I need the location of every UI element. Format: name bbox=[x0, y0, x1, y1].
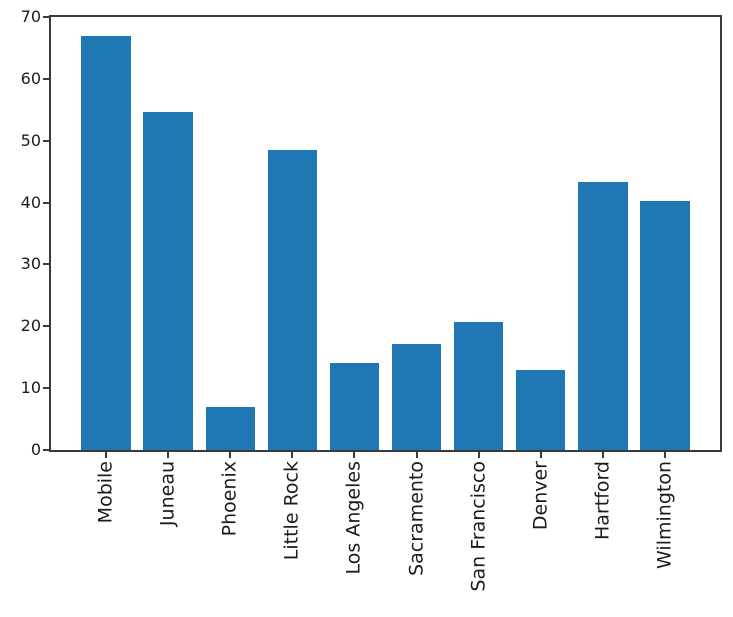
y-tick-label: 60 bbox=[20, 68, 41, 88]
x-tick-label-sacramento: Sacramento bbox=[405, 461, 428, 576]
bar-los-angeles bbox=[329, 363, 380, 450]
y-tick-label: 70 bbox=[20, 7, 41, 26]
y-tick-mark bbox=[43, 325, 49, 328]
bar-phoenix bbox=[205, 406, 256, 450]
x-tick-label-denver: Denver bbox=[529, 461, 552, 531]
bar-mobile bbox=[81, 35, 132, 450]
x-tick-mark bbox=[539, 452, 542, 458]
bar-little-rock bbox=[267, 150, 318, 450]
bar-wilmington bbox=[639, 201, 690, 450]
x-tick-mark bbox=[105, 452, 108, 458]
y-tick-label: 10 bbox=[20, 378, 41, 398]
y-tick-label: 50 bbox=[20, 130, 41, 150]
x-tick-label-phoenix: Phoenix bbox=[218, 461, 241, 537]
x-tick-label-little-rock: Little Rock bbox=[280, 461, 303, 561]
x-tick-mark bbox=[415, 452, 418, 458]
plot-area bbox=[49, 15, 722, 452]
x-tick-mark bbox=[167, 452, 170, 458]
x-tick-mark bbox=[477, 452, 480, 458]
x-tick-label-los-angeles: Los Angeles bbox=[342, 461, 365, 575]
y-tick-mark bbox=[43, 201, 49, 204]
y-tick-mark bbox=[43, 16, 49, 18]
y-tick-label: 20 bbox=[20, 316, 41, 336]
x-tick-label-san-francisco: San Francisco bbox=[467, 461, 490, 592]
y-tick-mark bbox=[43, 77, 49, 80]
x-tick-label-hartford: Hartford bbox=[591, 461, 614, 541]
bar-san-francisco bbox=[453, 321, 504, 450]
bar-hartford bbox=[577, 181, 628, 450]
x-tick-label-mobile: Mobile bbox=[94, 461, 117, 524]
y-tick-mark bbox=[43, 139, 49, 142]
x-tick-mark bbox=[353, 452, 356, 458]
y-tick-label: 0 bbox=[30, 440, 41, 459]
y-tick-mark bbox=[43, 387, 49, 390]
x-tick-label-juneau: Juneau bbox=[156, 461, 179, 527]
bar-juneau bbox=[143, 111, 194, 450]
x-tick-mark bbox=[601, 452, 604, 458]
bar-sacramento bbox=[391, 343, 442, 450]
x-tick-label-wilmington: Wilmington bbox=[653, 461, 676, 569]
y-tick-mark bbox=[43, 449, 49, 451]
x-tick-mark bbox=[291, 452, 294, 458]
x-tick-mark bbox=[229, 452, 232, 458]
y-tick-mark bbox=[43, 263, 49, 266]
x-tick-mark bbox=[663, 452, 666, 458]
y-tick-label: 40 bbox=[20, 192, 41, 212]
bar-denver bbox=[515, 369, 566, 450]
y-tick-label: 30 bbox=[20, 254, 41, 274]
